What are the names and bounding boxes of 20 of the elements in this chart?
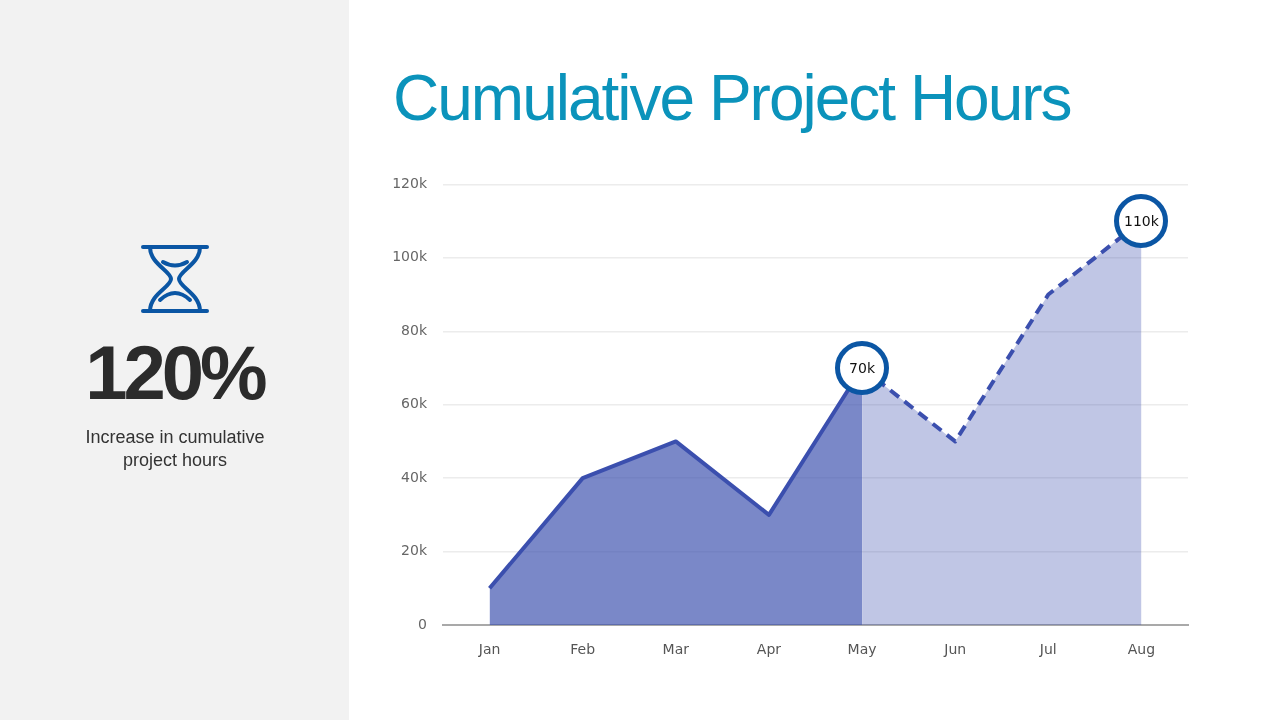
data-label: 110k <box>1124 213 1159 230</box>
x-tick-label: Jan <box>477 641 501 658</box>
chart-title: Cumulative Project Hours <box>393 62 1071 134</box>
y-tick-label: 80k <box>401 321 428 338</box>
y-tick-label: 60k <box>401 395 428 412</box>
x-tick-label: Mar <box>662 641 690 658</box>
x-tick-label: Aug <box>1127 641 1156 658</box>
x-tick-label: Jul <box>1038 641 1057 658</box>
x-tick-label: Apr <box>756 641 782 658</box>
y-tick-label: 20k <box>401 542 428 559</box>
x-tick-label: May <box>847 641 877 658</box>
x-tick-label: Jun <box>943 641 967 658</box>
y-tick-label: 100k <box>392 248 428 265</box>
y-tick-label: 40k <box>401 468 428 485</box>
x-tick-label: Feb <box>570 641 596 658</box>
y-tick-label: 120k <box>392 175 428 192</box>
y-tick-label: 0 <box>418 615 427 632</box>
text: Increase in cumulative project hours <box>84 426 266 472</box>
data-label: 70k <box>849 359 876 376</box>
text: 120% <box>84 330 266 415</box>
